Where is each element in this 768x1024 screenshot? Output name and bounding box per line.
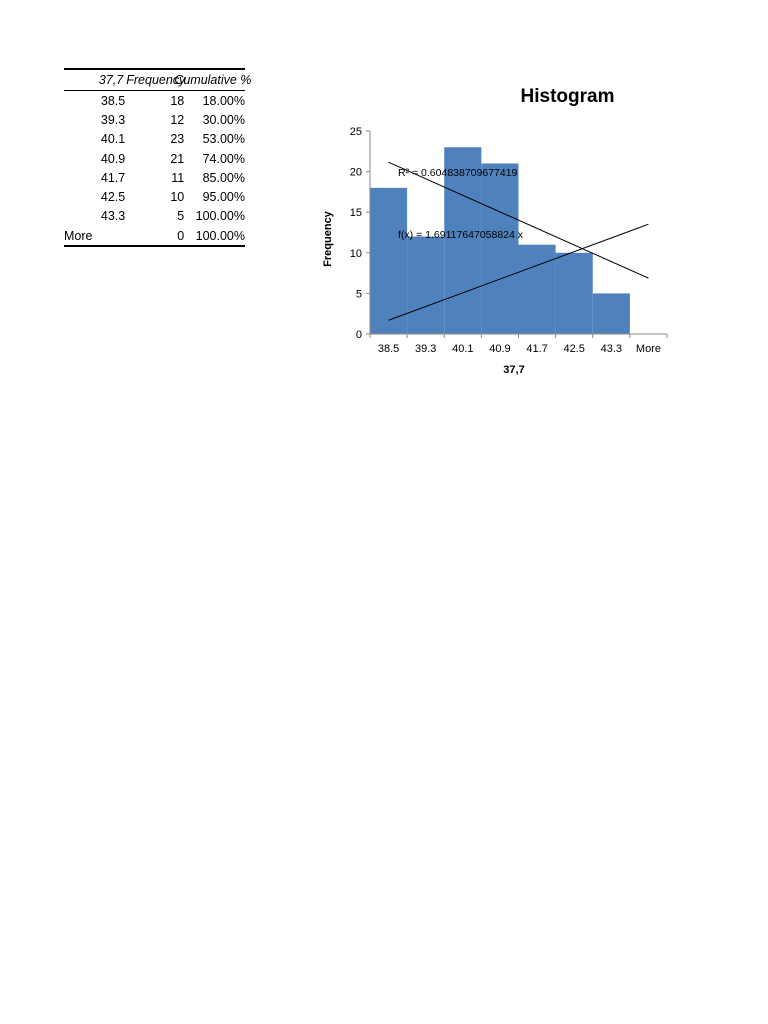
header-frequency-text: FrequencyCumulative %: [126, 73, 252, 87]
bin-cell: 43.3: [100, 209, 126, 224]
frequency-cell: 5: [177, 209, 185, 224]
y-tick-label: 10: [350, 248, 362, 260]
cumulative-cell: 95.00%: [202, 190, 245, 205]
bin-cell: 40.1: [100, 132, 126, 147]
y-tick-label: 0: [356, 329, 362, 341]
trendline: [388, 161, 649, 279]
x-tick-label: 42.5: [563, 343, 584, 355]
header-bin: 37,7: [64, 68, 126, 91]
frequency-cell: 0: [125, 226, 185, 248]
bin-cell: 40.9: [100, 151, 126, 166]
table-row: 38.5 18 18.00%: [64, 91, 245, 111]
bin-cell: More: [64, 226, 126, 248]
x-tick-label: 43.3: [601, 343, 622, 355]
y-tick-label: 20: [350, 167, 362, 179]
histogram-bar: [370, 187, 408, 334]
frequency-cell: 10: [170, 190, 185, 205]
cumulative-cell: 100.00%: [184, 226, 245, 248]
y-tick-label: 5: [356, 288, 362, 300]
x-tick-label: 40.1: [452, 343, 473, 355]
x-tick-label: 38.5: [378, 343, 399, 355]
cumulative-cell: 18.00%: [202, 93, 245, 108]
histogram-bar: [481, 163, 519, 334]
frequency-cell: 21: [170, 151, 185, 166]
histogram-bar: [407, 236, 445, 334]
x-tick-label: 39.3: [415, 343, 436, 355]
frequency-cell: 11: [171, 170, 185, 185]
cumulative-cell: 100.00%: [195, 209, 245, 224]
table-row: 40.9 21 74.00%: [64, 149, 245, 168]
frequency-cell: 12: [170, 112, 185, 127]
bin-cell: 42.5: [100, 190, 126, 205]
cumulative-cell: 30.00%: [202, 112, 245, 127]
table-row: 39.3 12 30.00%: [64, 110, 245, 129]
x-tick-label: 41.7: [526, 343, 547, 355]
x-tick-label: More: [636, 343, 661, 355]
table-row: 43.3 5 100.00%: [64, 207, 245, 226]
cumulative-cell: 85.00%: [202, 170, 245, 185]
x-tick-label: 40.9: [489, 343, 510, 355]
frequency-table: 37,7 FrequencyCumulative % 38.5 18 18.00% 3…: [64, 68, 251, 248]
equation-annotation: f(x) = 1.69117647058824 x: [398, 229, 524, 241]
histogram-bar: [444, 147, 482, 334]
frequency-cell: 18: [170, 93, 185, 108]
bin-cell: 41.7: [100, 170, 126, 185]
cumulative-cell: 53.00%: [202, 132, 245, 147]
histogram-chart: 0 5 10 15 20 25 38.5 39.3 40.1 40.9 41.7 42.5 43.3 Mo…: [350, 126, 668, 355]
histogram-bar: [555, 252, 593, 334]
table-row: More 0 100.00%: [64, 226, 245, 248]
table-row: 42.5 10 95.00%: [64, 187, 245, 206]
cumulative-cell: 74.00%: [202, 151, 245, 166]
x-axis-label: 37,7: [503, 364, 525, 376]
header-frequency: FrequencyCumulative %: [125, 68, 251, 91]
histogram-bar: [592, 293, 630, 334]
bin-cell: 39.3: [100, 112, 126, 127]
y-tick-label: 25: [350, 126, 362, 138]
table-header-row: 37,7 FrequencyCumulative %: [64, 68, 251, 91]
histogram-bar: [518, 244, 556, 334]
r-squared-annotation: R² = 0.604838709677419: [398, 167, 518, 179]
table-row: 41.7 11 85.00%: [64, 168, 245, 187]
frequency-cell: 23: [170, 132, 185, 147]
chart-title: Histogram: [520, 86, 615, 107]
bin-cell: 38.5: [100, 93, 126, 108]
table-row: 40.1 23 53.00%: [64, 130, 245, 149]
trendline: [388, 223, 649, 321]
y-tick-label: 15: [350, 207, 362, 219]
